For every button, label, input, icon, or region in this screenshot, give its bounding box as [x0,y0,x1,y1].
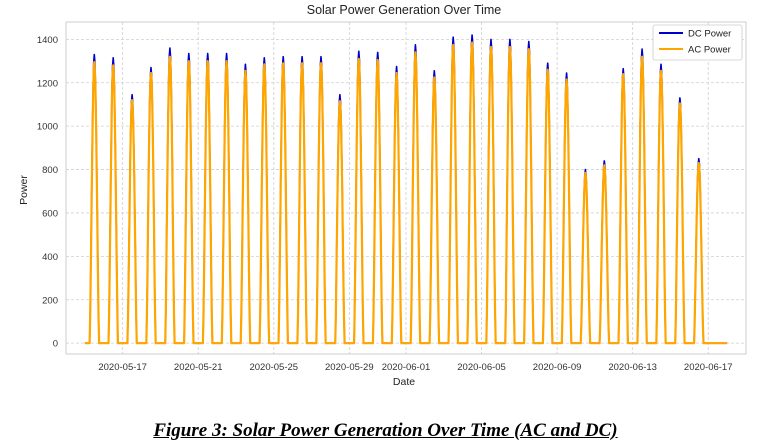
series-line-dc [84,34,728,344]
solar-power-chart: Solar Power Generation Over Time 0 200 400… [18,3,747,388]
legend-label-dc: DC Power [688,29,731,40]
series-line-ac [84,41,728,345]
series-layer [84,34,728,345]
y-tick-label: 1200 [37,78,58,89]
y-tick-label: 1400 [37,35,58,46]
y-tick-label: 400 [42,252,58,263]
x-tick-label: 2020-06-13 [608,362,657,373]
chart-title: Solar Power Generation Over Time [307,3,502,17]
figure-caption: Figure 3: Solar Power Generation Over Ti… [153,420,618,441]
x-tick-label: 2020-06-01 [382,362,431,373]
y-tick-label: 1000 [37,122,58,133]
x-tick-label: 2020-05-21 [174,362,223,373]
y-axis-label: Power [18,175,30,205]
x-tick-label: 2020-06-09 [533,362,582,373]
y-tick-label: 0 [53,339,58,350]
y-tick-label: 600 [42,208,58,219]
x-axis-ticks: 2020-05-17 2020-05-21 2020-05-25 2020-05-29… [98,362,732,373]
x-tick-label: 2020-05-29 [325,362,374,373]
x-tick-label: 2020-05-17 [98,362,147,373]
y-tick-label: 200 [42,295,58,306]
legend: DC Power AC Power [652,24,743,61]
y-axis-ticks: 0 200 400 600 800 1000 1200 1400 [37,35,58,350]
x-axis-label: Date [393,376,415,388]
x-tick-label: 2020-06-05 [457,362,506,373]
legend-label-ac: AC Power [688,45,731,56]
x-tick-label: 2020-05-25 [249,362,298,373]
y-tick-label: 800 [42,165,58,176]
x-tick-label: 2020-06-17 [684,362,733,373]
